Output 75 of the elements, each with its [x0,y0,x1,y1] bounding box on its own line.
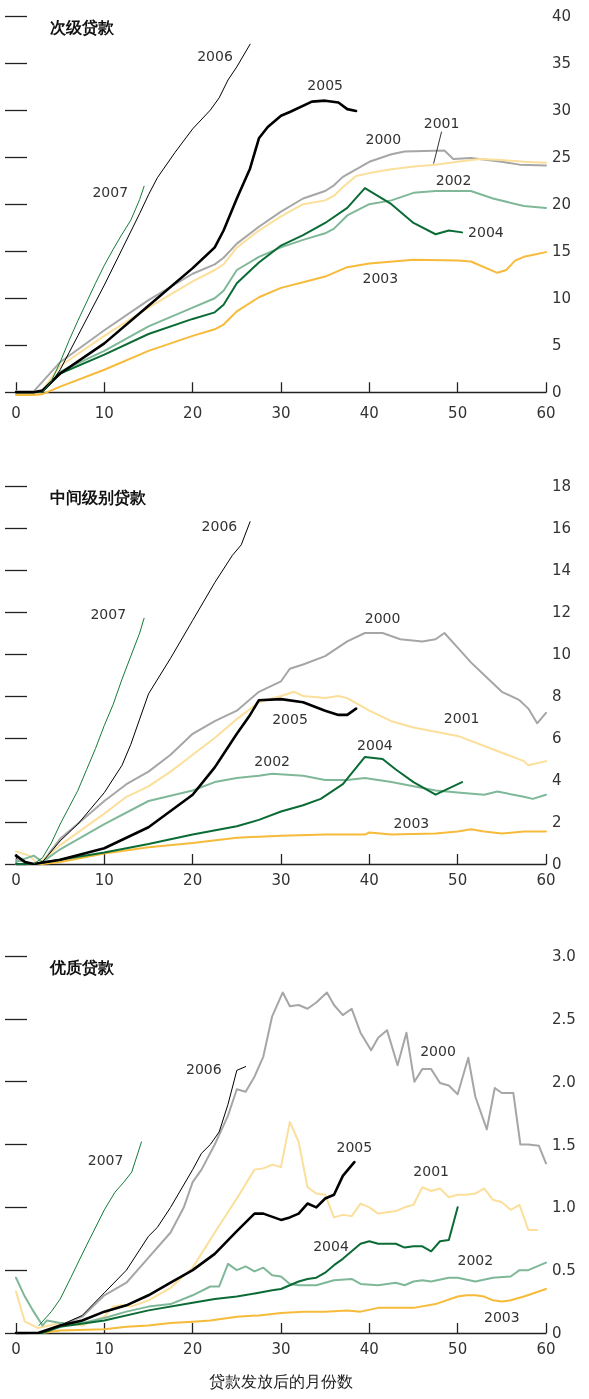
series-label: 2006 [197,47,233,64]
series-label: 2007 [90,606,127,623]
series-label: 2000 [420,1042,456,1059]
x-tick-label: 30 [271,870,291,889]
y-tick-label: 15 [552,242,572,261]
y-tick-label: 1.0 [552,1198,576,1217]
chart-title: 优质贷款 [49,957,115,977]
chart-title: 次级贷款 [50,17,115,37]
y-tick-label: 10 [552,289,572,308]
x-tick-label: 60 [536,1339,556,1358]
y-tick-label: 4 [552,771,562,789]
y-tick-label: 25 [552,148,572,167]
x-tick-label: 50 [448,1339,468,1358]
series-label: 2004 [357,736,393,753]
y-tick-label: 10 [552,645,572,663]
x-tick-label: 60 [536,403,556,422]
y-tick-label: 0.5 [552,1261,576,1280]
series-label: 2007 [87,1151,124,1168]
series-label: 2001 [443,709,480,726]
x-tick-label: 10 [94,403,114,422]
x-tick-label: 30 [271,403,291,422]
y-tick-label: 14 [552,561,572,579]
y-tick-label: 40 [552,7,572,25]
x-tick-label: 50 [448,403,468,422]
y-tick-label: 0 [552,855,562,873]
x-tick-label: 20 [183,1339,203,1358]
y-tick-label: 1.5 [552,1135,576,1154]
x-tick-label: 40 [359,870,379,889]
x-tick-label: 40 [359,403,379,422]
series-label: 2002 [254,752,290,769]
x-tick-label: 10 [94,1339,114,1358]
chart-title: 中间级别贷款 [50,487,147,507]
text: 2001 [423,114,460,131]
series-label: 2002 [435,171,472,188]
x-tick-label: 30 [271,1339,291,1358]
y-tick-label: 12 [552,603,572,621]
series-label: 2003 [362,270,399,287]
x-tick-label: 40 [359,1339,379,1358]
y-tick-label: 16 [552,519,572,537]
series-label: 2003 [393,814,430,831]
x-tick-label: 20 [183,403,203,422]
series-label: 2003 [484,1308,520,1325]
y-tick-label: 18 [552,477,572,495]
y-tick-label: 20 [552,195,572,214]
x-tick-label: 50 [448,870,468,889]
y-tick-label: 2 [552,813,562,831]
y-tick-label: 5 [552,336,562,355]
series-label: 2006 [186,1060,222,1077]
series-label: 2004 [468,224,504,241]
series-label: 2000 [365,130,402,147]
x-tick-label: 0 [11,403,21,422]
series-label: 2006 [201,517,238,534]
x-tick-label: 60 [536,870,556,889]
y-tick-label: 8 [552,687,562,705]
y-tick-label: 30 [552,101,572,120]
x-tick-label: 10 [94,870,114,889]
y-tick-label: 35 [552,54,572,73]
series-label: 2007 [92,184,129,201]
series-label: 2005 [336,1139,373,1156]
series-label: 2004 [313,1238,349,1255]
series-label: 2005 [307,76,343,93]
series-label: 2000 [364,610,401,626]
y-tick-label: 2.5 [552,1009,576,1028]
series-label: 2005 [272,711,308,728]
y-tick-label: 3.0 [552,947,576,965]
series-label: 2002 [457,1252,494,1269]
y-tick-label: 2.0 [552,1072,576,1091]
x-tick-label: 0 [11,870,21,889]
y-tick-label: 6 [552,729,562,747]
x-axis-title: 贷款发放后的月份数 [209,1371,353,1391]
y-tick-label: 0 [552,1324,562,1342]
x-tick-label: 20 [183,870,203,889]
series-label: 2001 [413,1163,449,1179]
x-tick-label: 0 [11,1339,21,1358]
y-tick-label: 0 [552,383,562,402]
